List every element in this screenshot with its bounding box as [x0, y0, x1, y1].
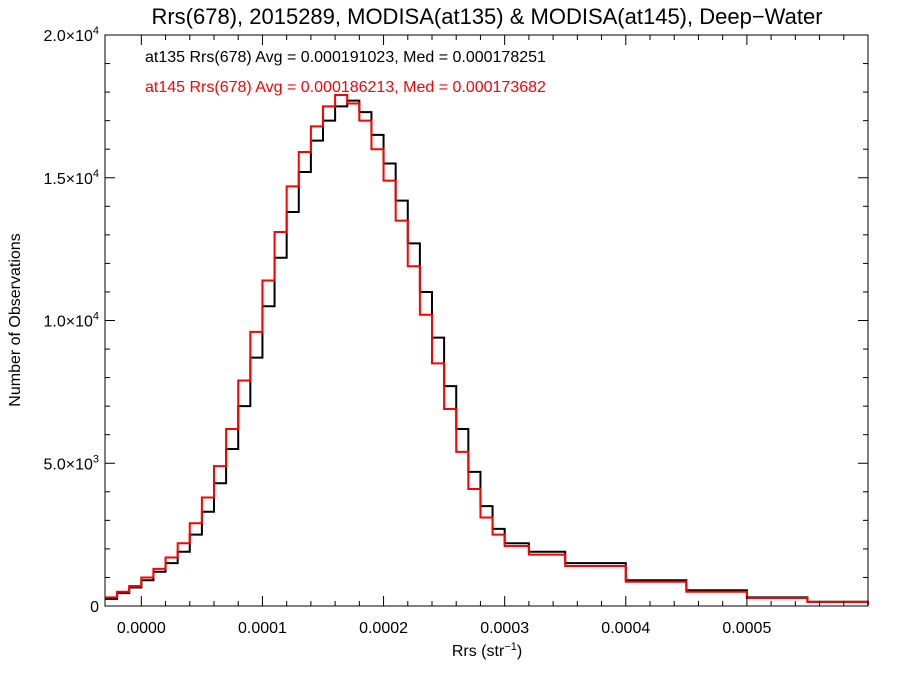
x-tick-label: 0.0001 — [238, 620, 287, 637]
annotation-at145: at145 Rrs(678) Avg = 0.000186213, Med = … — [145, 79, 546, 96]
chart-title: Rrs(678), 2015289, MODISA(at135) & MODIS… — [151, 4, 822, 29]
x-axis-label-sup: −1 — [504, 641, 517, 653]
y-axis-label: Number of Observations — [7, 233, 24, 406]
x-axis-label-end: ) — [517, 643, 522, 660]
series-at135-line — [105, 99, 869, 605]
x-axis-label: Rrs (str−1) — [452, 641, 522, 660]
x-tick-label: 0.0000 — [117, 620, 166, 637]
x-axis-label-main: Rrs (str — [452, 643, 505, 660]
y-tick-label: 1.0×104 — [43, 311, 99, 331]
x-tick-label: 0.0002 — [359, 620, 408, 637]
x-axis: 0.0000 0.0001 0.0002 0.0003 0.0004 0.0005 — [117, 35, 869, 637]
series-at145-line — [105, 93, 869, 605]
y-tick-label: 5.0×103 — [43, 453, 99, 473]
x-tick-label: 0.0003 — [480, 620, 529, 637]
y-tick-label: 2.0×104 — [43, 25, 99, 45]
x-tick-label: 0.0004 — [601, 620, 650, 637]
series-layer — [105, 93, 869, 605]
annotation-at135: at135 Rrs(678) Avg = 0.000191023, Med = … — [145, 49, 546, 66]
plot-frame — [104, 34, 869, 607]
y-axis: 0 5.0×103 1.0×104 1.5×104 2.0×104 — [43, 25, 868, 616]
y-tick-label: 0 — [90, 599, 99, 616]
y-tick-label: 1.5×104 — [43, 168, 99, 188]
x-tick-label: 0.0005 — [722, 620, 771, 637]
